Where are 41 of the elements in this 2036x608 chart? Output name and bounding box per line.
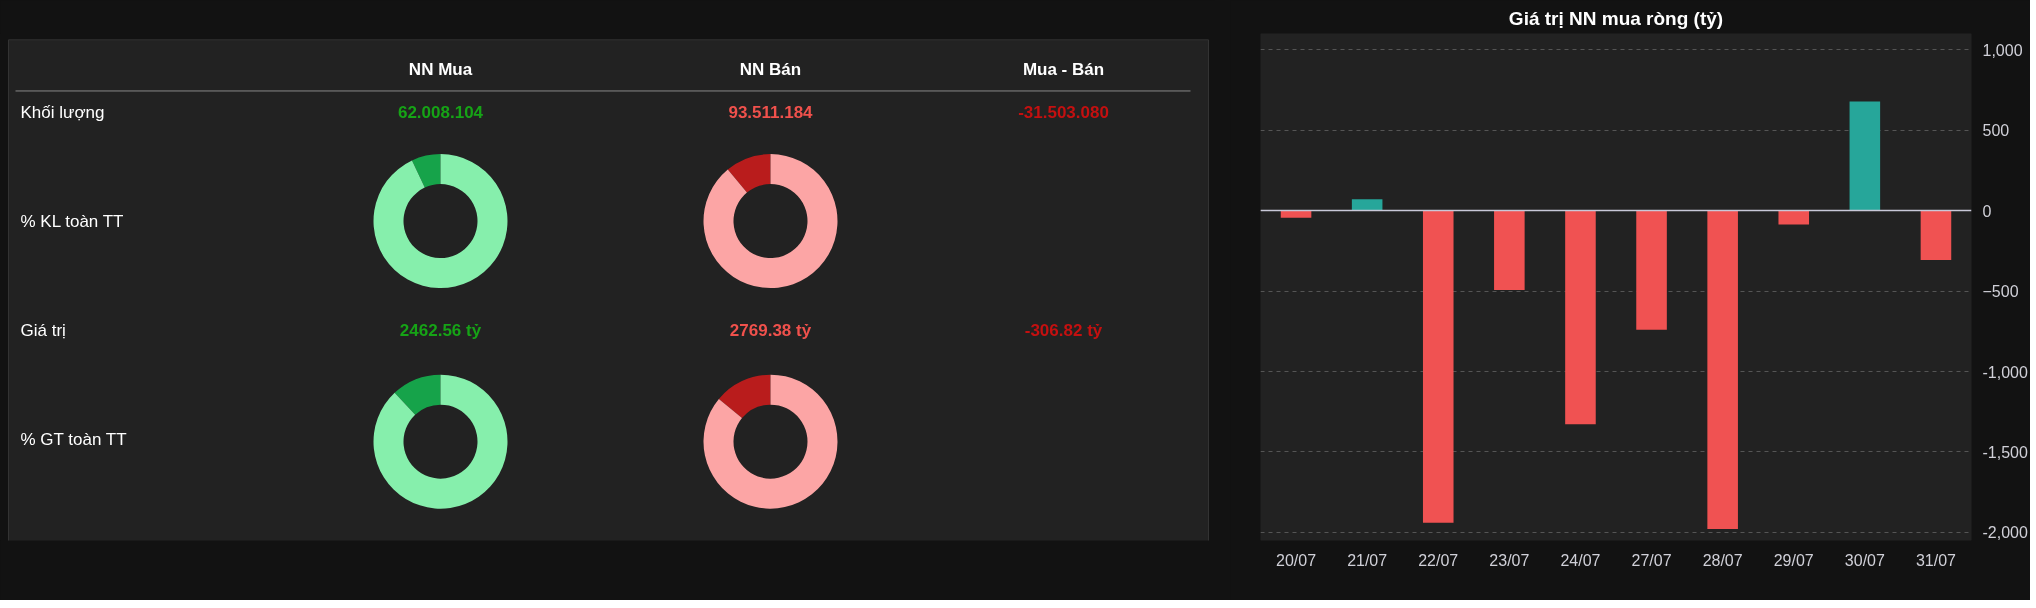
bar xyxy=(1494,210,1525,290)
bar xyxy=(1351,199,1383,211)
bar xyxy=(1422,210,1454,523)
text: Mua - Bán xyxy=(1022,60,1105,80)
x-tick-label: 27/07 xyxy=(1631,551,1672,569)
x-tick-label: 20/07 xyxy=(1276,551,1317,569)
x-tick-label: 30/07 xyxy=(1844,551,1885,569)
text: 2462.56 tỷ xyxy=(399,321,482,341)
bar xyxy=(1707,210,1738,529)
x-tick-label: 21/07 xyxy=(1347,551,1388,569)
bar xyxy=(1849,101,1881,211)
bar xyxy=(1920,210,1952,260)
text: 2769.38 tỷ xyxy=(729,321,812,341)
x-tick-label: 28/07 xyxy=(1702,551,1743,569)
text: -306.82 tỷ xyxy=(1024,321,1103,341)
y-tick-label: 1,000 xyxy=(1982,41,2023,59)
y-tick-label: 0 xyxy=(1982,202,1992,220)
text: % KL toàn TT xyxy=(20,211,124,231)
y-tick-label: -2,000 xyxy=(1982,524,2028,542)
text: % GT toàn TT xyxy=(20,430,127,450)
text: NN Bán xyxy=(739,60,802,80)
x-tick-label: 29/07 xyxy=(1773,551,1814,569)
chart-title: Giá trị NN mua ròng (tỷ) xyxy=(1508,7,1724,29)
x-tick-label: 23/07 xyxy=(1489,551,1530,569)
bar xyxy=(1280,210,1312,218)
text: 62.008.104 xyxy=(397,103,484,123)
bar xyxy=(1778,210,1810,225)
x-tick-label: 22/07 xyxy=(1418,551,1459,569)
y-tick-label: -1,500 xyxy=(1982,443,2028,461)
bar xyxy=(1636,210,1667,330)
x-tick-label: 24/07 xyxy=(1560,551,1601,569)
y-tick-label: 500 xyxy=(1982,122,2010,140)
y-tick-label: -1,000 xyxy=(1982,363,2028,381)
text: NN Mua xyxy=(408,60,473,80)
text: Giá trị xyxy=(20,321,66,341)
text: -31.503.080 xyxy=(1018,103,1109,123)
text: 93.511.184 xyxy=(728,103,814,123)
y-tick-label: −500 xyxy=(1982,283,2019,301)
text: Khối lượng xyxy=(20,102,105,122)
bar xyxy=(1565,210,1596,425)
x-tick-label: 31/07 xyxy=(1915,551,1957,569)
